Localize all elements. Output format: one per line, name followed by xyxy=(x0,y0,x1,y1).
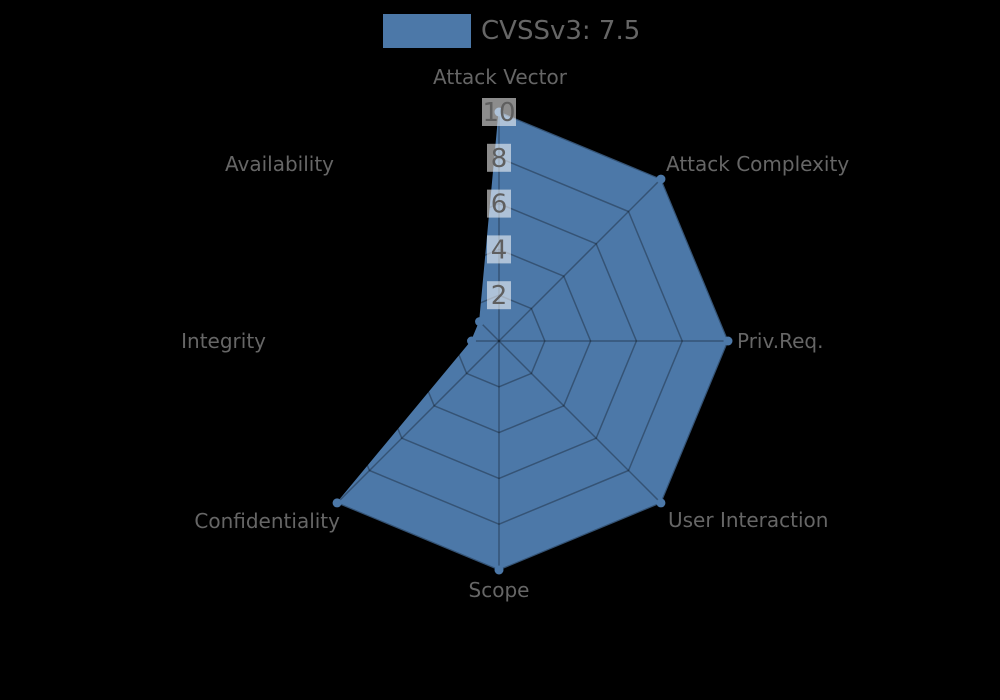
axis-label-confidentiality: Confidentiality xyxy=(194,509,340,533)
legend-swatch xyxy=(383,14,471,48)
tick-label: 10 xyxy=(482,98,515,128)
axis-label-scope: Scope xyxy=(469,578,530,602)
vertex-dot xyxy=(467,336,477,346)
tick-label-bg xyxy=(487,281,511,310)
legend: CVSSv3: 7.5 xyxy=(383,14,640,48)
vertex-dot xyxy=(656,174,666,184)
tick-label: 2 xyxy=(491,281,508,311)
vertex-dot xyxy=(723,336,733,346)
axis-label-availability: Availability xyxy=(225,152,334,176)
vertex-dot xyxy=(656,498,666,508)
tick-label-bg xyxy=(482,98,516,126)
tick-label-bg xyxy=(487,143,511,172)
tick-label: 6 xyxy=(491,190,508,220)
grid-ring xyxy=(406,248,592,434)
legend-label: CVSSv3: 7.5 xyxy=(481,16,641,46)
axis-label-user-interaction: User Interaction xyxy=(668,508,828,532)
vertex-dot xyxy=(475,317,485,327)
axis-label-priv-req: Priv.Req. xyxy=(737,329,823,353)
grid-ring xyxy=(314,156,684,526)
grid-ring xyxy=(452,294,546,388)
axis-label-integrity: Integrity xyxy=(181,329,266,353)
grid-spoke xyxy=(336,340,500,504)
axis-label-attack-vector: Attack Vector xyxy=(433,65,568,89)
axis-label-attack-complexity: Attack Complexity xyxy=(666,152,849,176)
vertex-dot xyxy=(332,498,342,508)
tick-label: 8 xyxy=(491,144,508,174)
grid-ring xyxy=(360,202,638,480)
grid-spoke xyxy=(336,178,500,342)
grid-spoke xyxy=(498,178,662,342)
vertex-dot xyxy=(494,565,504,575)
grid-spoke xyxy=(498,340,662,504)
tick-label: 4 xyxy=(491,235,508,265)
tick-label-bg xyxy=(487,189,511,218)
tick-label-bg xyxy=(487,235,511,264)
